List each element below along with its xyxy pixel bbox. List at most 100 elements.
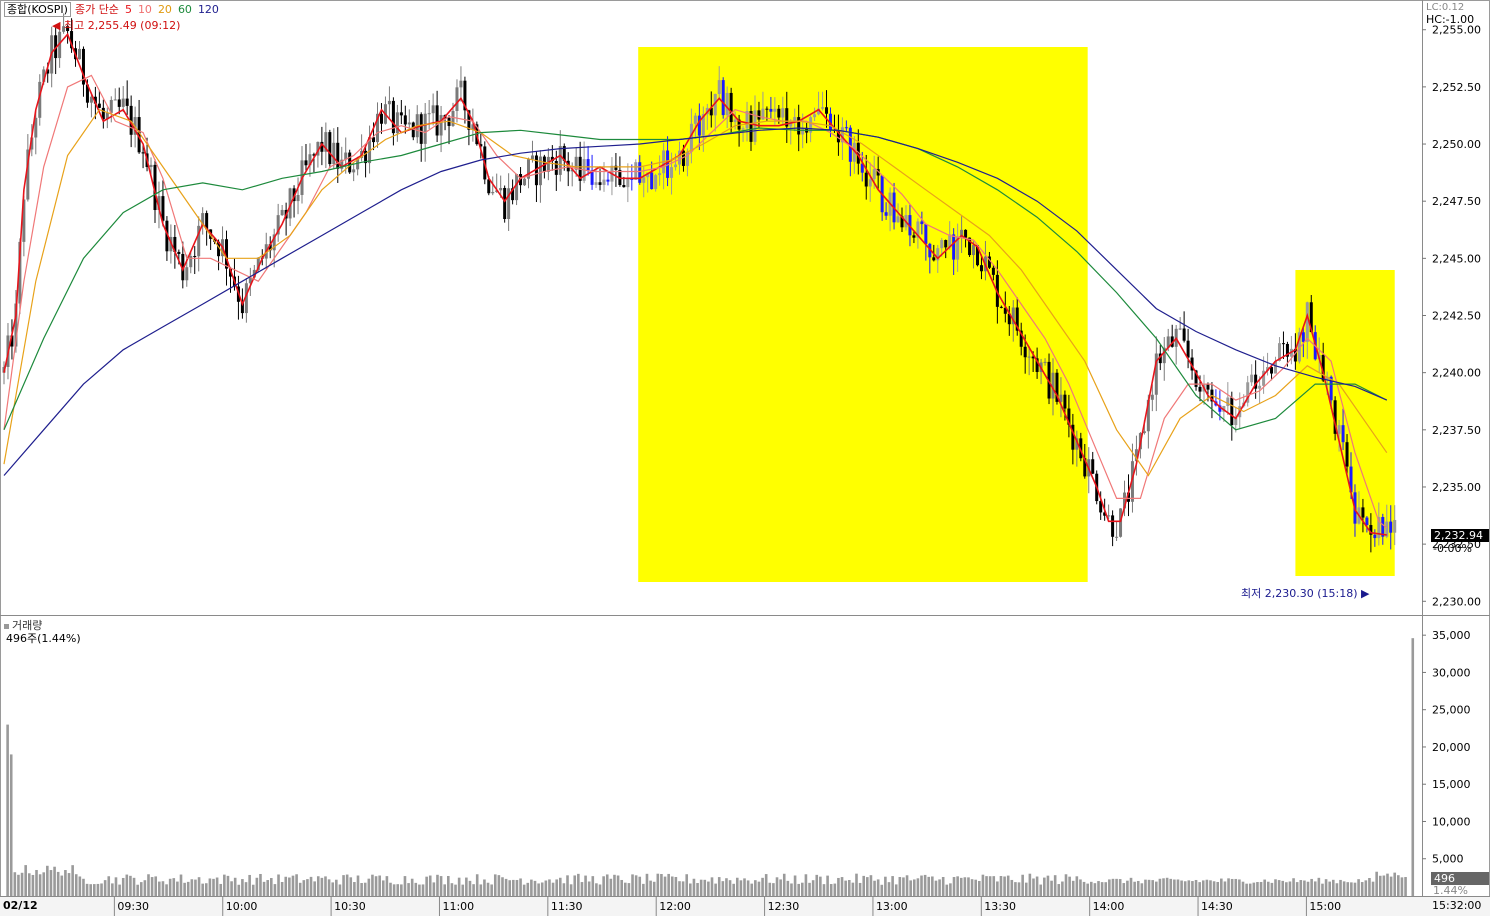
volume-bar [1136, 880, 1140, 896]
candle-body [352, 169, 356, 173]
volume-bar [1364, 880, 1368, 896]
candle-body [66, 26, 70, 32]
volume-bar [472, 884, 475, 896]
candle-body [761, 108, 765, 120]
volume-bar [1317, 877, 1321, 896]
candle-body [523, 178, 527, 186]
candle-body [515, 174, 519, 201]
candle-body [1329, 376, 1333, 401]
candle-body [364, 150, 368, 164]
candle-body [320, 141, 324, 152]
volume-bar [93, 884, 96, 896]
volume-bar [1350, 882, 1353, 896]
volume-bar [320, 877, 324, 896]
candle-body [256, 257, 260, 270]
volume-bar [1342, 881, 1346, 896]
candle-body [1023, 346, 1027, 358]
volume-bar [53, 866, 56, 896]
volume-bar [414, 882, 418, 896]
volume-bar [1346, 882, 1350, 896]
volume-bar [1245, 883, 1248, 896]
volume-bar [873, 880, 876, 896]
volume-bar [100, 883, 103, 896]
volume-bar [894, 884, 898, 896]
volume-bar [194, 879, 197, 896]
candle-body [793, 117, 797, 123]
volume-bar [587, 881, 591, 896]
volume-bar [775, 877, 779, 896]
volume-bar [212, 878, 215, 896]
candle-body [1182, 328, 1186, 341]
candle-body [809, 117, 813, 133]
volume-bar [620, 879, 623, 896]
candle-body [920, 221, 924, 225]
candle-body [940, 240, 944, 249]
candle-body [979, 265, 983, 272]
candle-body [789, 122, 793, 127]
candle-body [685, 151, 689, 166]
volume-bar [158, 881, 161, 896]
volume-bar [461, 884, 465, 896]
candle-body [658, 173, 662, 176]
volume-bar [96, 883, 100, 896]
candle-body [228, 268, 232, 277]
volume-bar [1075, 876, 1079, 896]
volume-bar [1360, 882, 1364, 896]
candle-body [125, 98, 129, 106]
candle-body [177, 251, 181, 254]
volume-bar [782, 873, 786, 896]
volume-bar [410, 878, 414, 896]
volume-bar [660, 874, 663, 896]
legend-ma60[interactable]: 60 [177, 3, 192, 16]
candle-body [693, 115, 697, 124]
volume-bar [869, 875, 873, 896]
candle-body [38, 81, 42, 118]
candle-body [165, 220, 169, 252]
y-tick-label: 2,235.00 [1432, 481, 1481, 494]
volume-bar [959, 877, 963, 896]
candle-body [1059, 394, 1063, 402]
legend-symbol-box[interactable]: 종합(KOSPI) [4, 2, 71, 17]
volume-bar [732, 883, 735, 896]
candle-body [97, 103, 101, 108]
candle-body [1079, 438, 1083, 459]
x-tick-label: 13:30 [984, 900, 1016, 913]
candle-body [368, 137, 372, 164]
volume-bar [1288, 881, 1292, 896]
candle-body [681, 150, 685, 166]
candle-body [1349, 466, 1353, 493]
volume-bar [985, 876, 988, 896]
volume-bar [201, 883, 204, 896]
legend-ma20[interactable]: 20 [157, 3, 172, 16]
volume-bar [577, 873, 580, 896]
volume-bar [136, 884, 139, 896]
legend-ma10[interactable]: 10 [137, 3, 152, 16]
volume-bar [1158, 878, 1162, 896]
candle-body [1119, 508, 1123, 537]
volume-bar [670, 876, 674, 896]
candle-body [1377, 517, 1381, 539]
candle-body [1385, 521, 1389, 537]
volume-bar [602, 876, 605, 896]
candle-body [1365, 517, 1369, 526]
candle-body [769, 108, 773, 112]
candle-body [332, 142, 336, 165]
volume-bar [103, 880, 107, 896]
volume-bar [255, 877, 259, 896]
volume-bar [67, 873, 71, 896]
volume-bar [1010, 879, 1014, 896]
legend-ma120[interactable]: 120 [197, 3, 219, 16]
candle-body [1337, 425, 1341, 434]
candle-body [149, 164, 153, 167]
candle-body [797, 117, 801, 135]
x-tick-label: 11:00 [442, 900, 474, 913]
volume-bar [190, 879, 194, 896]
candle-body [1345, 442, 1349, 467]
volume-bar [710, 877, 714, 896]
legend-ma5[interactable]: 5 [124, 3, 132, 16]
candle-body [1301, 332, 1305, 342]
volume-info: 496주(1.44%) [6, 632, 81, 645]
moving-average-lines [3, 32, 1388, 536]
candle-body [777, 108, 781, 118]
